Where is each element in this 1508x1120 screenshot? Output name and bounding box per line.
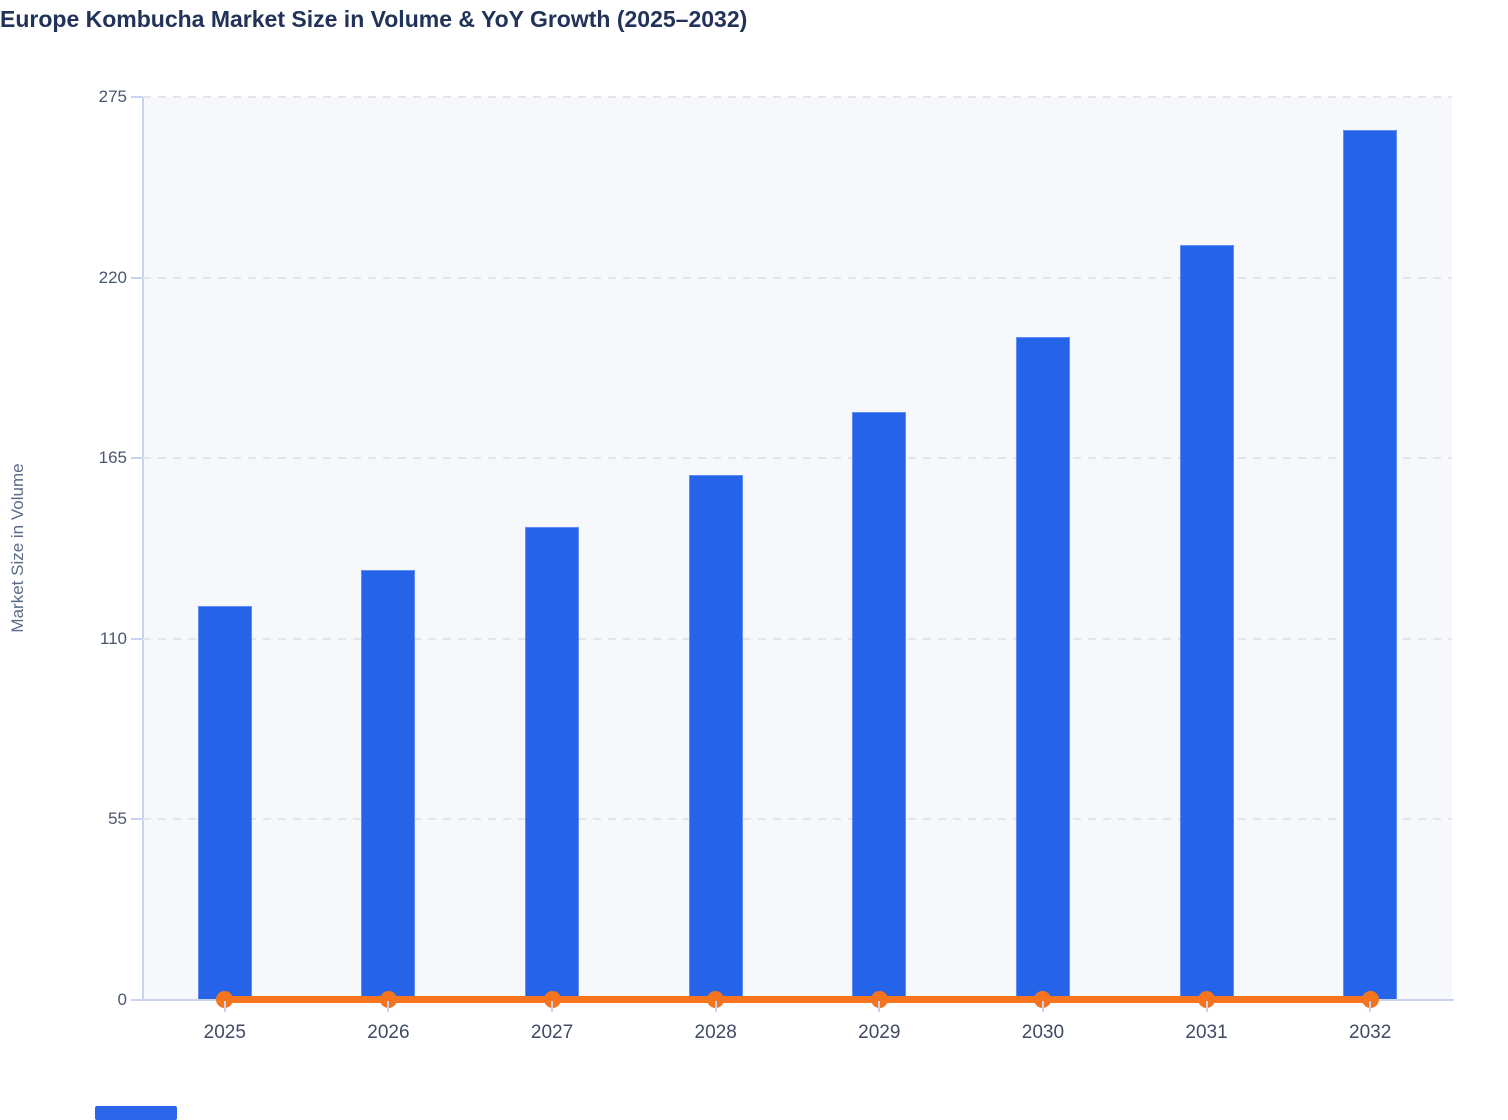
x-tick-label: 2028 bbox=[694, 1022, 737, 1043]
yoy-growth-marker-2026 bbox=[379, 990, 397, 1008]
y-axis-title: Market Size in Volume bbox=[8, 463, 27, 633]
bar-2032 bbox=[1343, 129, 1398, 1000]
bar-2025 bbox=[197, 605, 252, 1000]
y-tick-label: 275 bbox=[98, 87, 127, 106]
bar-2027 bbox=[525, 527, 580, 1000]
y-tick-mark bbox=[131, 818, 143, 821]
x-tick-mark bbox=[1205, 1001, 1208, 1012]
yoy-growth-marker-2031 bbox=[1198, 990, 1216, 1008]
y-gridline bbox=[143, 276, 1452, 279]
y-tick-label: 0 bbox=[117, 990, 127, 1009]
bar-2031 bbox=[1179, 244, 1234, 1000]
plot-area-background bbox=[143, 97, 1452, 1000]
y-gridline bbox=[143, 637, 1452, 640]
x-tick-label: 2027 bbox=[530, 1022, 574, 1043]
y-gridline bbox=[143, 96, 1452, 98]
bar-2028 bbox=[688, 474, 743, 1000]
bar-2029 bbox=[852, 412, 907, 1000]
x-tick-label: 2032 bbox=[1349, 1022, 1392, 1043]
y-tick-mark bbox=[131, 96, 143, 98]
x-tick-label: 2030 bbox=[1021, 1022, 1065, 1043]
x-tick-mark bbox=[387, 1001, 390, 1012]
y-gridline bbox=[143, 457, 1452, 460]
x-tick-mark bbox=[223, 1001, 226, 1012]
x-tick-mark bbox=[878, 1001, 881, 1012]
x-tick-label: 2026 bbox=[367, 1022, 410, 1043]
y-gridline bbox=[143, 818, 1452, 821]
y-tick-label: 165 bbox=[98, 448, 127, 468]
y-tick-label: 220 bbox=[98, 267, 127, 287]
yoy-growth-line bbox=[224, 995, 1371, 1003]
x-tick-label: 2029 bbox=[858, 1022, 901, 1043]
y-tick-mark bbox=[131, 637, 143, 640]
bottom-left-blue-strip bbox=[95, 1106, 177, 1120]
bar-2026 bbox=[361, 569, 416, 1000]
y-tick-label: 55 bbox=[108, 809, 127, 829]
x-tick-mark bbox=[1041, 1001, 1044, 1012]
yoy-growth-marker-2029 bbox=[870, 990, 888, 1008]
yoy-growth-marker-2027 bbox=[543, 990, 561, 1008]
y-tick-mark bbox=[131, 999, 143, 1001]
bar-2030 bbox=[1015, 336, 1070, 1000]
yoy-growth-marker-2030 bbox=[1034, 990, 1052, 1008]
x-tick-label: 2025 bbox=[203, 1022, 246, 1043]
y-tick-mark bbox=[131, 457, 143, 460]
x-tick-mark bbox=[551, 1001, 554, 1012]
x-tick-label: 2031 bbox=[1185, 1022, 1228, 1043]
yoy-growth-marker-2032 bbox=[1361, 990, 1379, 1008]
x-tick-mark bbox=[1369, 1001, 1372, 1012]
chart-title: Europe Kombucha Market Size in Volume & … bbox=[0, 6, 748, 32]
yoy-growth-marker-2028 bbox=[707, 990, 725, 1008]
y-axis-line bbox=[142, 97, 144, 1000]
yoy-growth-marker-2025 bbox=[216, 990, 234, 1008]
x-tick-mark bbox=[714, 1001, 717, 1012]
y-tick-label: 110 bbox=[99, 628, 127, 648]
y-tick-mark bbox=[131, 276, 143, 279]
